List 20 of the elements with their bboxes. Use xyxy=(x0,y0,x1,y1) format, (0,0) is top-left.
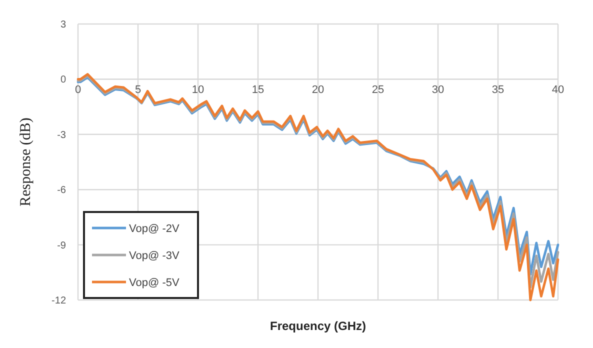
y-tick-label: -12 xyxy=(52,296,66,306)
x-tick-label: 5 xyxy=(134,84,142,96)
x-tick-label: 30 xyxy=(432,84,444,96)
x-tick-label: 40 xyxy=(552,84,564,96)
x-tick-label: 20 xyxy=(312,84,324,96)
y-tick-label: -9 xyxy=(57,240,66,252)
y-tick-label: 3 xyxy=(60,20,66,30)
legend-label: Vop@ -5V xyxy=(129,276,180,289)
legend-label: Vop@ -2V xyxy=(129,222,180,235)
y-tick-label: -3 xyxy=(57,130,66,141)
x-tick-label: 35 xyxy=(492,84,504,96)
x-axis-title: Frequency (GHz) xyxy=(270,319,366,333)
y-tick-label: -6 xyxy=(57,185,66,196)
y-axis-title: Response (dB) xyxy=(18,118,34,206)
x-tick-label: 0 xyxy=(74,84,82,96)
x-tick-label: 25 xyxy=(372,84,384,96)
x-tick-label: 10 xyxy=(192,84,204,96)
legend-label: Vop@ -3V xyxy=(129,250,180,262)
x-tick-label: 15 xyxy=(252,84,264,96)
y-tick-label: 0 xyxy=(60,74,66,86)
